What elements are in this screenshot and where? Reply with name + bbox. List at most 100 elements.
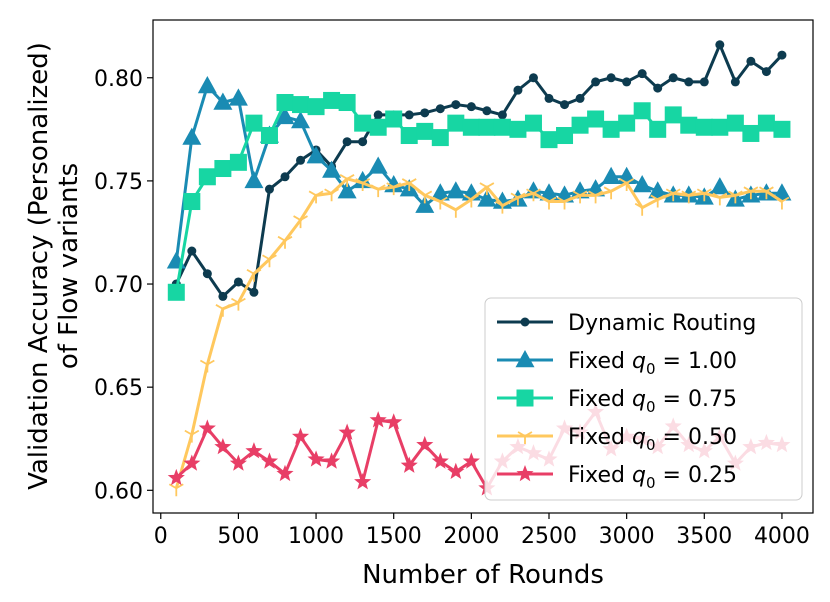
data-point xyxy=(699,77,709,87)
data-point xyxy=(524,114,542,132)
data-point xyxy=(634,202,650,216)
data-point xyxy=(447,114,465,132)
legend-label: Fixed q0 = 0.75 xyxy=(568,387,737,416)
data-point xyxy=(431,129,449,147)
data-point xyxy=(619,178,635,191)
data-point xyxy=(199,359,215,373)
data-point xyxy=(777,50,787,60)
data-point xyxy=(276,94,294,112)
data-point xyxy=(746,56,756,66)
data-point xyxy=(463,194,479,208)
data-point xyxy=(712,192,728,206)
data-point xyxy=(493,118,511,136)
legend-marker xyxy=(517,431,533,444)
data-point xyxy=(540,131,558,149)
series-line xyxy=(174,177,783,489)
y-axis-label-line-1: Validation Accuracy (Personalized) xyxy=(24,42,54,490)
legend-marker xyxy=(516,389,534,407)
y-tick-label: 0.60 xyxy=(94,479,143,504)
data-point xyxy=(665,188,681,202)
y-tick-label: 0.75 xyxy=(94,170,143,195)
data-point xyxy=(338,94,356,112)
data-point xyxy=(633,102,651,120)
data-point xyxy=(275,106,295,125)
series-3 xyxy=(168,174,790,497)
data-point xyxy=(759,186,774,200)
data-point xyxy=(477,189,497,207)
data-point xyxy=(715,40,725,50)
data-point xyxy=(528,73,538,83)
data-point xyxy=(358,137,368,147)
data-point xyxy=(338,423,356,440)
data-point xyxy=(404,110,414,120)
data-point xyxy=(260,452,279,469)
legend-box xyxy=(484,297,803,501)
data-point xyxy=(571,116,589,134)
data-point xyxy=(730,77,740,87)
data-point xyxy=(664,106,682,124)
data-point xyxy=(696,188,712,202)
data-point xyxy=(557,196,572,210)
data-point xyxy=(306,146,326,164)
data-point xyxy=(773,120,791,138)
data-point xyxy=(401,178,417,191)
data-point xyxy=(370,184,386,198)
data-point xyxy=(218,291,228,301)
data-point xyxy=(482,106,492,116)
legend-item-4: Fixed q0 = 0.25 xyxy=(497,463,737,492)
data-point xyxy=(509,120,527,138)
data-point xyxy=(622,77,632,87)
data-point xyxy=(435,104,445,114)
data-point xyxy=(385,413,403,430)
data-point xyxy=(556,127,574,145)
data-point xyxy=(497,110,507,120)
data-point xyxy=(416,435,434,453)
data-point xyxy=(637,69,647,79)
series-2 xyxy=(167,91,791,301)
data-point xyxy=(648,181,668,199)
data-point xyxy=(416,122,434,140)
data-point xyxy=(260,127,278,145)
data-point xyxy=(229,153,247,171)
data-point xyxy=(430,183,450,201)
x-tick-label: 3000 xyxy=(599,524,655,549)
data-point xyxy=(772,183,792,201)
data-point xyxy=(183,454,201,471)
x-tick-label: 1000 xyxy=(288,524,344,549)
data-point xyxy=(228,88,248,106)
data-point xyxy=(601,166,621,184)
data-point xyxy=(324,188,339,202)
data-point xyxy=(727,190,743,204)
legend-marker xyxy=(516,465,534,482)
legend-label: Dynamic Routing xyxy=(568,311,756,336)
x-tick-label: 3500 xyxy=(676,524,732,549)
legend-item-3: Fixed q0 = 0.50 xyxy=(497,425,737,454)
legend-item-0: Dynamic Routing xyxy=(497,311,756,336)
data-point xyxy=(431,452,449,469)
data-point xyxy=(354,114,372,132)
data-point xyxy=(684,77,694,87)
data-point xyxy=(761,67,771,77)
data-point xyxy=(587,110,605,128)
data-point xyxy=(249,287,259,297)
data-point xyxy=(292,96,310,114)
x-axis-label: Number of Rounds xyxy=(362,560,604,590)
y-tick-label: 0.80 xyxy=(94,67,143,92)
y-tick-label: 0.70 xyxy=(94,273,143,298)
legend-label: Fixed q0 = 0.25 xyxy=(568,463,737,492)
data-point xyxy=(187,246,197,256)
data-point xyxy=(214,437,232,455)
data-point xyxy=(246,268,262,282)
legend: Dynamic Routing Fixed q0 = 1.00 Fixed q0 =… xyxy=(484,297,803,501)
data-point xyxy=(386,182,402,196)
x-tick-label: 0 xyxy=(154,524,168,549)
data-point xyxy=(296,155,306,165)
data-point xyxy=(513,85,523,95)
data-point xyxy=(231,297,246,311)
data-point xyxy=(244,170,264,189)
data-point xyxy=(415,195,435,213)
data-point xyxy=(451,100,461,110)
data-point xyxy=(229,454,247,471)
data-point xyxy=(323,452,341,469)
